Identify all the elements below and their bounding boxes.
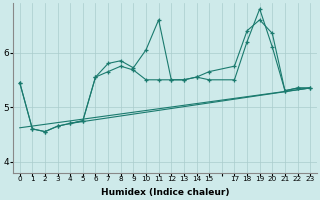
X-axis label: Humidex (Indice chaleur): Humidex (Indice chaleur): [101, 188, 229, 197]
